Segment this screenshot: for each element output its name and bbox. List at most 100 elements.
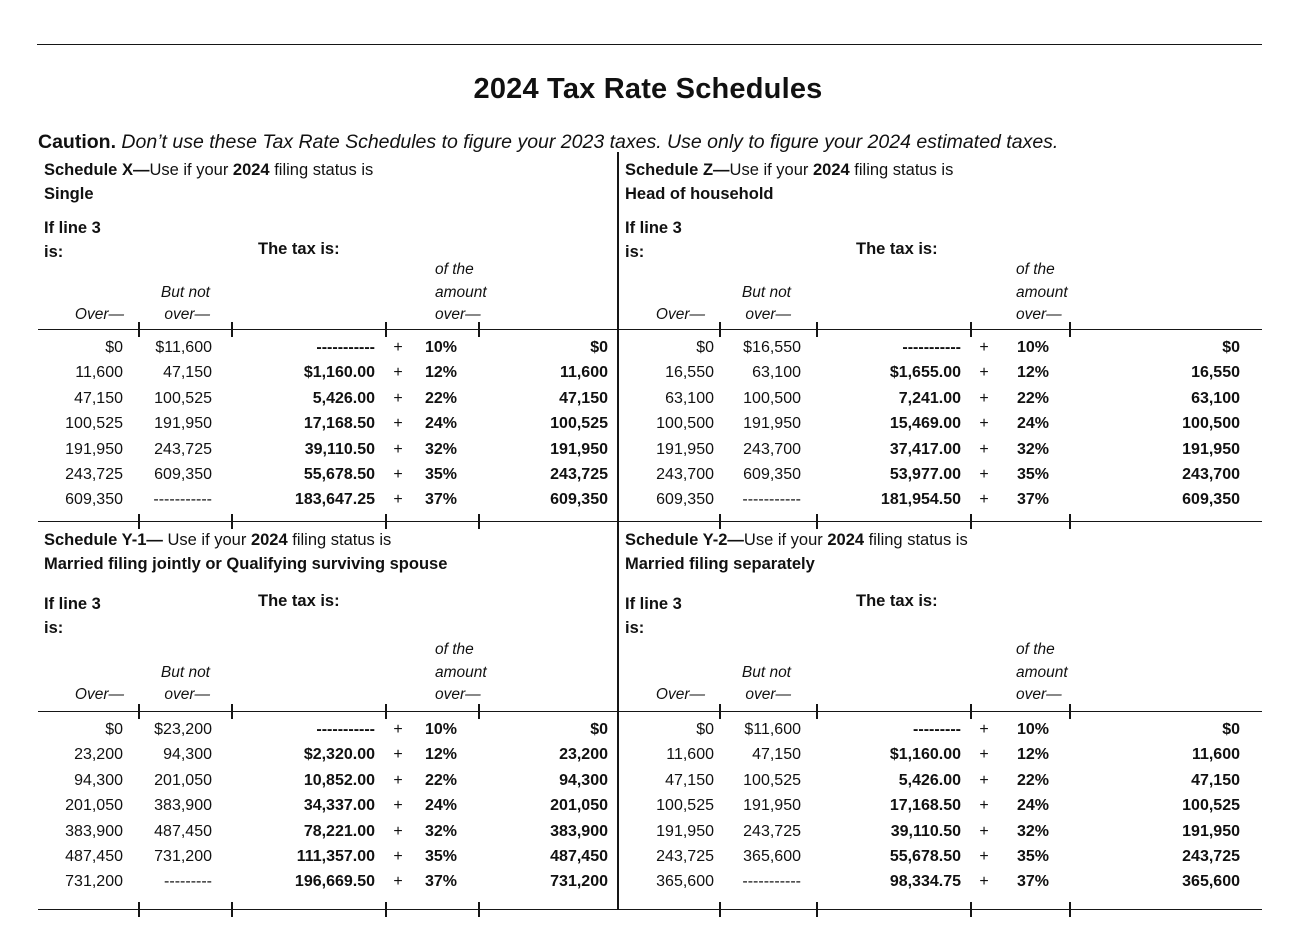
schedule-suffix: filing status is xyxy=(849,161,954,179)
plus-sign: + xyxy=(979,721,989,738)
over-value: 609,350 xyxy=(65,491,123,509)
tax-bracket-row: 47,150 100,525 5,426.00 + 22% 47,150 xyxy=(38,386,617,411)
but-not-line2: over— xyxy=(164,686,210,704)
tax-bracket-row: 191,950 243,725 39,110.50 + 32% 191,950 xyxy=(619,819,1262,844)
over-value: 731,200 xyxy=(65,873,123,891)
caution-label: Caution. xyxy=(38,130,116,153)
caution-text: Don’t use these Tax Rate Schedules to fi… xyxy=(121,130,1059,153)
schedule-z-section: Schedule Z—Use if your 2024 filing statu… xyxy=(619,152,1262,522)
plus-sign: + xyxy=(393,771,403,789)
column-tick xyxy=(478,704,480,719)
plus-sign: + xyxy=(393,822,403,840)
rate-value: 37% xyxy=(1016,491,1049,509)
schedule-x-header: Schedule X—Use if your 2024 filing statu… xyxy=(38,152,617,330)
plus-sign: + xyxy=(979,415,989,433)
over-value: 16,550 xyxy=(665,364,714,382)
tax-bracket-row: 243,725 609,350 55,678.50 + 35% 243,725 xyxy=(38,462,617,487)
schedule-name: Schedule Z— xyxy=(625,161,730,179)
schedule-x-section: Schedule X—Use if your 2024 filing statu… xyxy=(38,152,617,522)
amount-over-value: 191,950 xyxy=(550,440,608,458)
over-value: 365,600 xyxy=(656,873,714,891)
schedule-y1-status: Married filing jointly or Qualifying sur… xyxy=(44,555,448,573)
schedule-suffix: filing status is xyxy=(287,531,392,549)
plus-sign: + xyxy=(393,364,403,382)
plus-sign: + xyxy=(979,465,989,483)
schedule-suffix: filing status is xyxy=(864,531,968,549)
amount-line2: amount xyxy=(435,283,487,301)
plus-sign: + xyxy=(393,797,403,815)
tax-bracket-row: 243,725 365,600 55,678.50 + 35% 243,725 xyxy=(619,844,1262,869)
schedule-y1-rows: $0 $23,200 ----------- + 10% $0 23,200 9… xyxy=(38,712,617,895)
center-column-divider xyxy=(617,152,619,910)
tax-bracket-row: 11,600 47,150 $1,160.00 + 12% 11,600 xyxy=(619,742,1262,767)
over-value: 11,600 xyxy=(666,746,714,764)
amount-over-value: 191,950 xyxy=(1182,822,1240,840)
over-column-label: Over— xyxy=(74,686,124,703)
base-tax-value: 53,977.00 xyxy=(889,465,961,483)
rate-value: 12% xyxy=(1016,364,1049,382)
schedule-use-text: Use if your xyxy=(167,531,251,549)
if-line3-line1: If line 3 xyxy=(625,219,682,237)
rate-value: 12% xyxy=(1016,746,1049,764)
base-tax-value: 111,357.00 xyxy=(296,847,375,865)
tax-bracket-row: 609,350 ----------- 181,954.50 + 37% 609… xyxy=(619,487,1262,512)
base-tax-value: --------- xyxy=(913,721,961,738)
but-not-over-value: 487,450 xyxy=(154,822,212,840)
rate-value: 12% xyxy=(424,746,457,764)
base-tax-value: ----------- xyxy=(316,721,375,738)
if-line3-label: If line 3 is: xyxy=(625,216,682,264)
if-line3-line1: If line 3 xyxy=(44,219,101,237)
amount-line1: of the xyxy=(1016,641,1055,658)
column-tick xyxy=(970,514,972,529)
rate-value: 24% xyxy=(1016,797,1049,815)
base-tax-value: 39,110.50 xyxy=(890,822,961,840)
over-value: 191,950 xyxy=(656,440,714,458)
base-tax-value: 183,647.25 xyxy=(294,491,375,509)
plus-sign: + xyxy=(393,721,403,738)
over-value: $0 xyxy=(105,339,123,356)
amount-over-value: 191,950 xyxy=(1182,440,1240,458)
base-tax-value: $1,160.00 xyxy=(889,746,961,764)
schedule-y2-header: Schedule Y-2—Use if your 2024 filing sta… xyxy=(619,522,1262,712)
rate-value: 32% xyxy=(424,822,457,840)
schedule-y2-title: Schedule Y-2—Use if your 2024 filing sta… xyxy=(625,528,968,552)
schedules-grid: Schedule X—Use if your 2024 filing statu… xyxy=(38,152,1262,917)
column-tick xyxy=(1069,514,1071,529)
column-tick xyxy=(231,322,233,337)
tax-bracket-row: $0 $11,600 ----------- + 10% $0 xyxy=(38,335,617,360)
but-not-line1: But not xyxy=(741,663,791,681)
amount-over-value: 11,600 xyxy=(559,364,608,382)
plus-sign: + xyxy=(393,339,403,356)
but-not-over-value: 100,525 xyxy=(743,771,801,789)
but-not-over-value: ----------- xyxy=(742,491,801,509)
tax-bracket-row: $0 $23,200 ----------- + 10% $0 xyxy=(38,717,617,742)
tax-bracket-row: 94,300 201,050 10,852.00 + 22% 94,300 xyxy=(38,768,617,793)
column-tick xyxy=(1069,704,1071,719)
but-not-over-column-label: But not over— xyxy=(38,282,210,327)
base-tax-value: 196,669.50 xyxy=(294,873,375,891)
base-tax-value: 78,221.00 xyxy=(303,822,375,840)
amount-line1: of the xyxy=(1016,261,1055,278)
base-tax-value: 17,168.50 xyxy=(889,797,961,815)
base-tax-value: 34,337.00 xyxy=(303,797,375,815)
page-title: 2024 Tax Rate Schedules xyxy=(473,73,823,106)
over-value: $0 xyxy=(696,721,714,738)
amount-line3: over— xyxy=(1016,686,1062,704)
tax-bracket-row: 11,600 47,150 $1,160.00 + 12% 11,600 xyxy=(38,360,617,385)
over-column-label: Over— xyxy=(655,306,705,323)
base-tax-value: 5,426.00 xyxy=(898,771,961,789)
but-not-over-value: 201,050 xyxy=(154,771,212,789)
column-tick xyxy=(719,514,721,529)
amount-line1: of the xyxy=(435,261,474,278)
tax-bracket-row: 191,950 243,725 39,110.50 + 32% 191,950 xyxy=(38,437,617,462)
if-line3-line1: If line 3 xyxy=(625,595,682,613)
rate-value: 37% xyxy=(424,491,457,509)
rate-value: 10% xyxy=(1016,339,1049,356)
plus-sign: + xyxy=(979,364,989,382)
amount-over-value: $0 xyxy=(590,339,608,356)
amount-over-value: 243,725 xyxy=(1182,847,1240,865)
amount-over-value: 16,550 xyxy=(1191,364,1240,382)
but-not-line2: over— xyxy=(164,306,210,324)
plus-sign: + xyxy=(393,415,403,433)
amount-over-value: 47,150 xyxy=(559,389,608,407)
